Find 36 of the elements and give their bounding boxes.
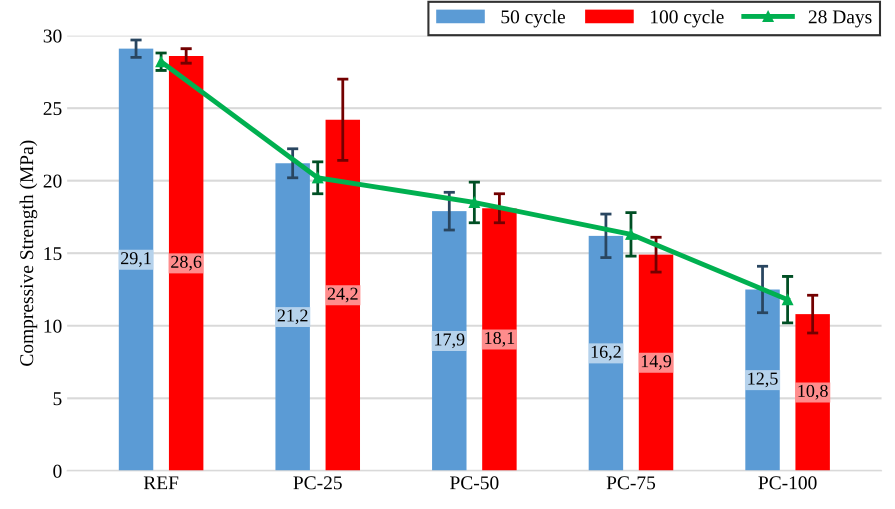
legend-label: 28 Days xyxy=(808,10,872,28)
y-tick-label: 0 xyxy=(53,464,62,478)
bar xyxy=(326,120,360,471)
x-tick-label: PC-75 xyxy=(606,476,656,490)
point xyxy=(468,196,480,208)
data-label: 10,8 xyxy=(798,384,828,400)
x-tick-label: REF xyxy=(144,476,178,490)
bar xyxy=(118,48,154,471)
data-label: 29,1 xyxy=(121,252,151,267)
legend-label: 100 cycle xyxy=(651,10,724,28)
x-tick-label: PC-50 xyxy=(450,476,498,490)
data-label: 14,9 xyxy=(642,355,672,370)
bar xyxy=(275,163,310,471)
y-axis-title: Compressive Strength (MPa) xyxy=(20,140,38,366)
data-label: 12,5 xyxy=(748,372,778,388)
bar xyxy=(432,211,467,471)
y-tick-label: 30 xyxy=(44,29,62,43)
data-label: 16,2 xyxy=(592,346,621,360)
x-tick-label: PC-25 xyxy=(293,476,342,490)
point xyxy=(782,294,794,306)
point xyxy=(625,228,637,240)
y-tick-label: 25 xyxy=(44,102,62,116)
data-label: 18,1 xyxy=(485,332,514,347)
data-label: 24,2 xyxy=(328,288,358,302)
bar xyxy=(638,254,674,471)
y-tick-label: 20 xyxy=(44,174,62,188)
x-tick-label: PC-100 xyxy=(758,476,817,490)
y-tick-label: 15 xyxy=(44,247,62,260)
data-label: 17,9 xyxy=(435,333,464,348)
point xyxy=(312,172,324,184)
y-tick-label: 5 xyxy=(54,392,62,406)
data-label: 21,2 xyxy=(278,309,308,324)
data-label: 28,6 xyxy=(171,256,202,270)
y-tick-label: 10 xyxy=(44,320,62,333)
legend-label: 50 cycle xyxy=(501,10,566,28)
bar xyxy=(168,56,204,471)
